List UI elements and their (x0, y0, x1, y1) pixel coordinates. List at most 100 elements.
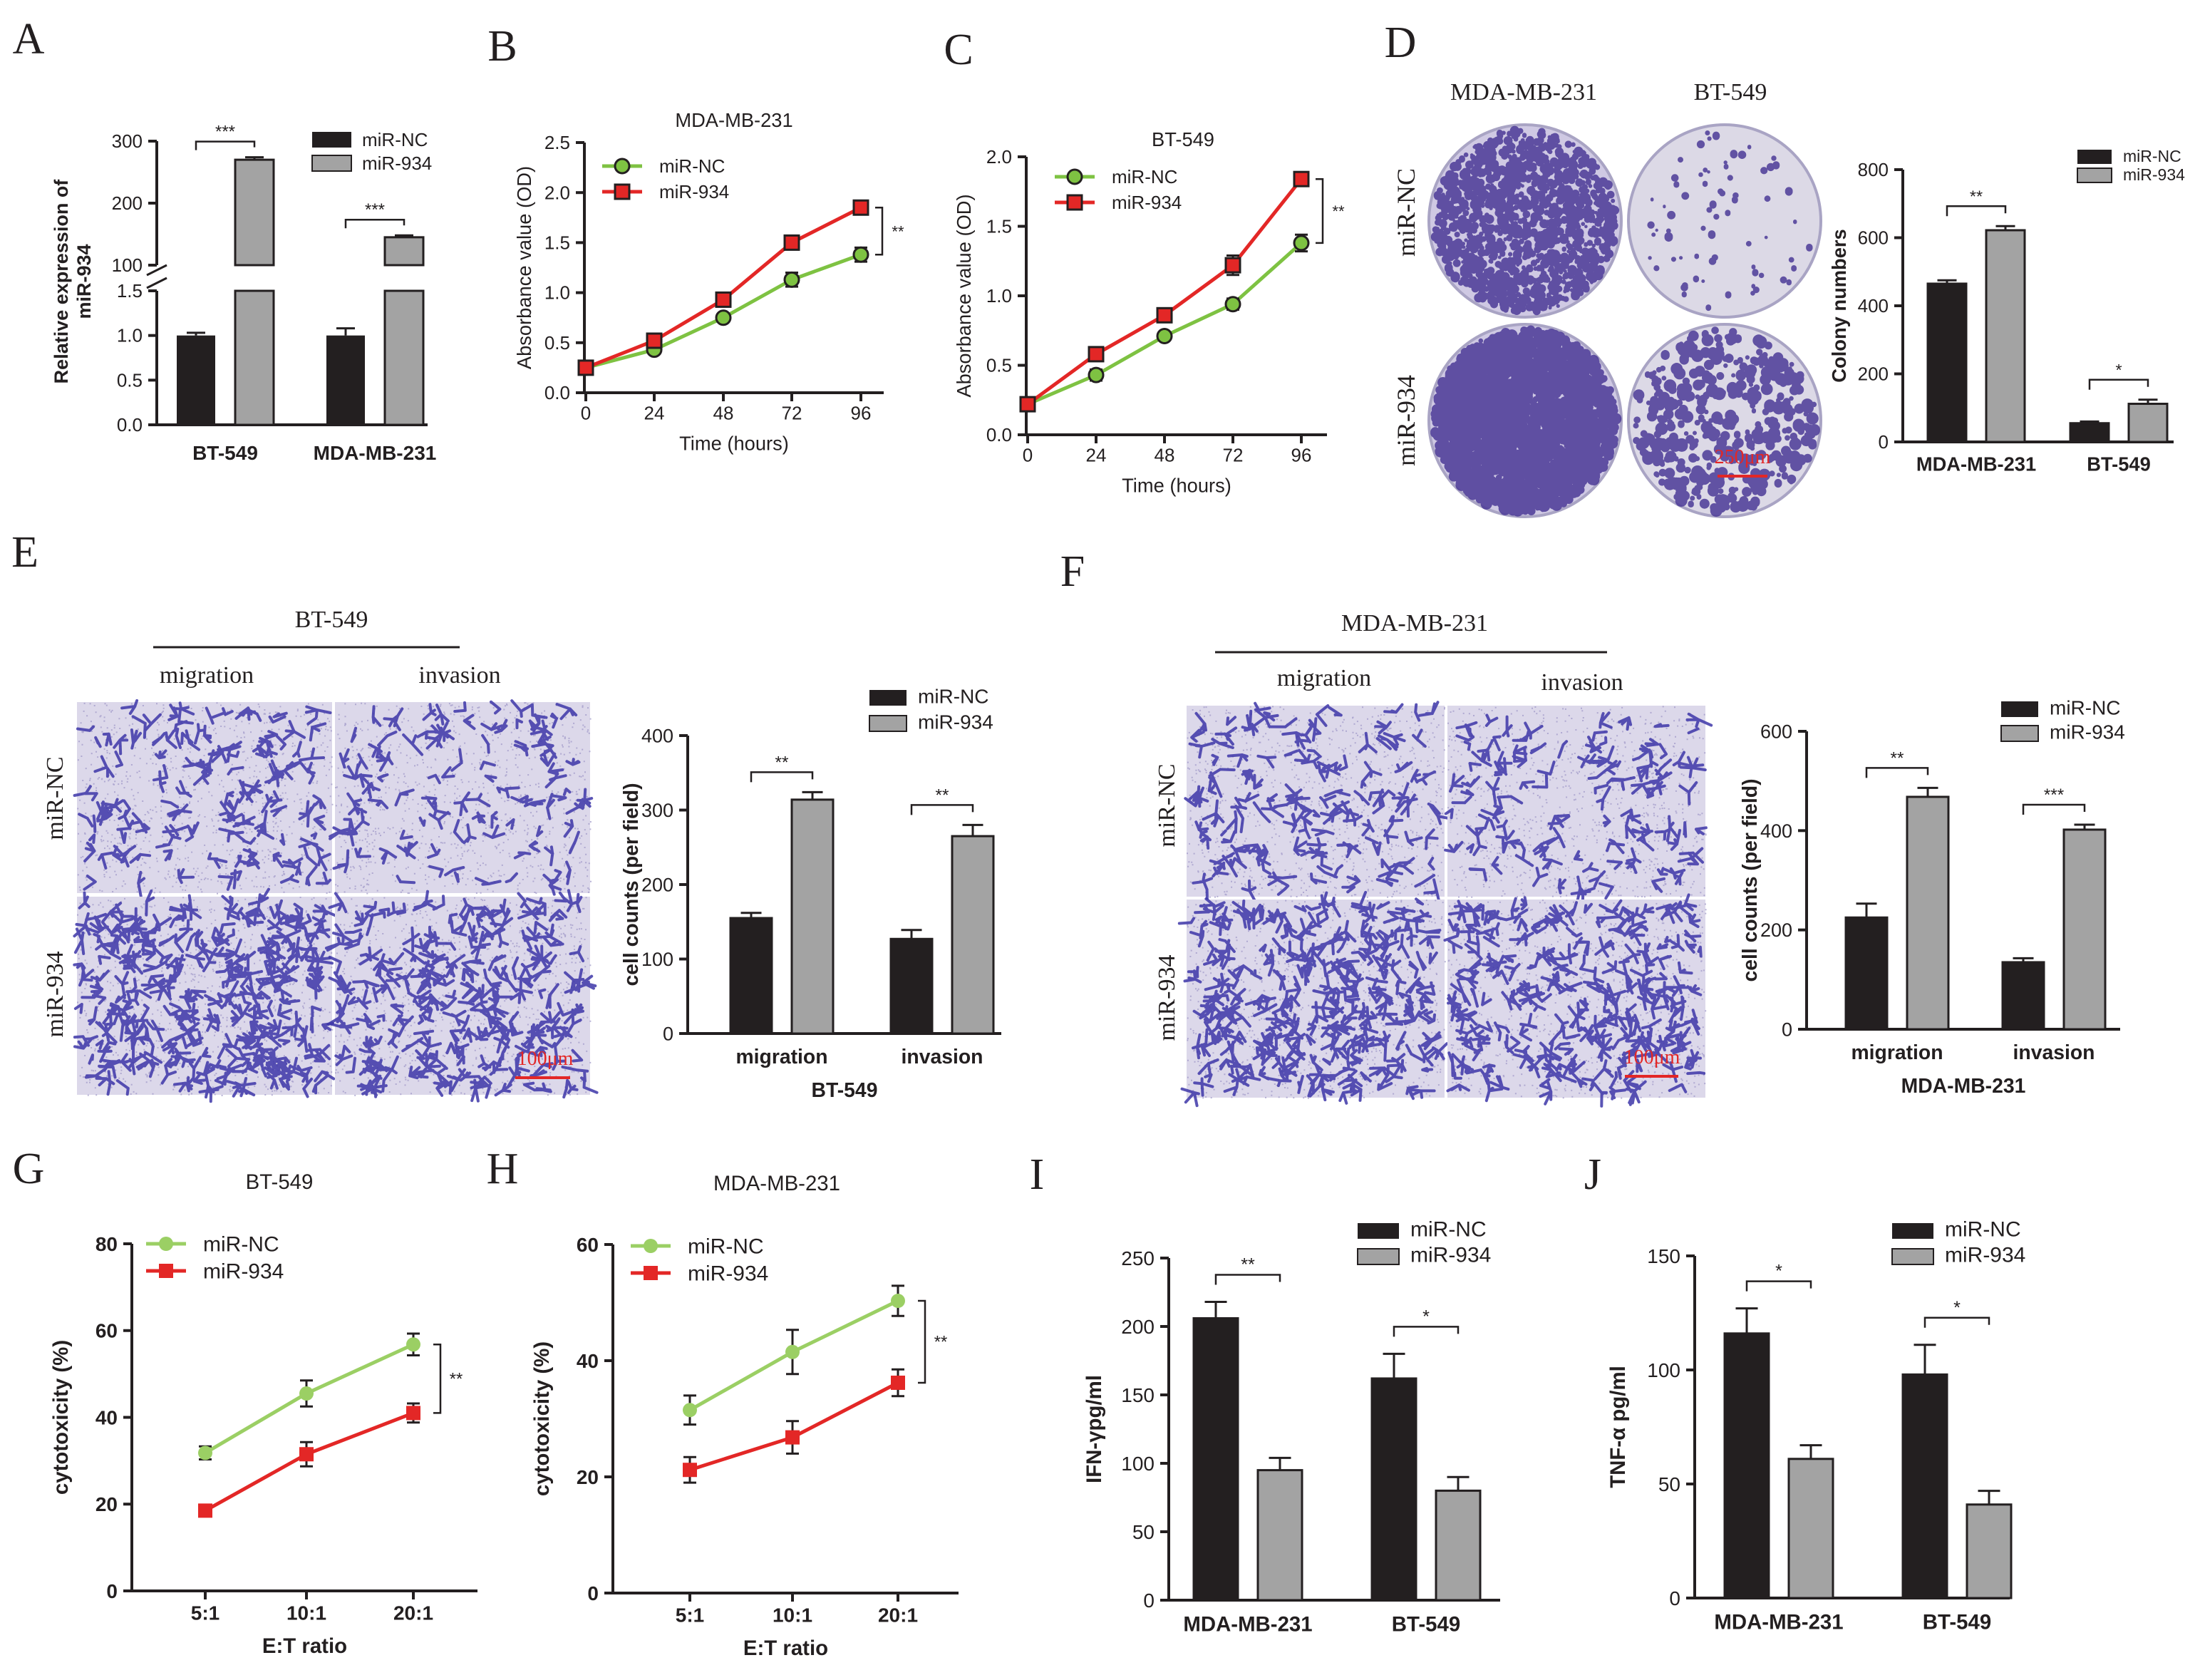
panel-label-i: I (1030, 1150, 1045, 1199)
significance-mark: ** (1970, 187, 1983, 205)
y-tick-label: 200 (641, 874, 673, 895)
significance-mark: *** (365, 200, 385, 220)
y-tick-label: 0.0 (986, 424, 1012, 445)
y-tick-label: 300 (641, 800, 673, 821)
x-tick-label: 5:1 (191, 1602, 220, 1624)
data-point (406, 1406, 420, 1421)
y-tick-label: 0.5 (117, 369, 143, 391)
bar-mir-934-0 (790, 798, 835, 1035)
legend-marker (1066, 168, 1083, 185)
significance-mark: ** (1241, 1254, 1255, 1274)
x-tick-label: 24 (1086, 445, 1107, 466)
y-tick-label: 200 (1858, 364, 1889, 385)
y-tick-label: 1.5 (544, 232, 570, 254)
row-label-nc: miR-NC (42, 756, 68, 840)
significance-bracket (2022, 803, 2086, 815)
legend-marker (159, 1237, 173, 1251)
significance-mark: * (1775, 1262, 1782, 1282)
significance-mark: ** (1332, 202, 1345, 220)
y-tick-label: 0.5 (986, 355, 1012, 376)
legend-marker (644, 1266, 658, 1280)
y-axis-title: cell counts (per field) (620, 783, 643, 986)
scale-label: 250μm (1715, 446, 1771, 468)
column-label-invasion: invasion (1541, 669, 1623, 696)
transwell-photo-grid-e: BT-549 migration invasion miR-NC miR-934 100μ… (42, 607, 599, 1103)
row-label-934: miR-934 (42, 952, 68, 1038)
chart-e: 0 100 200 300 400 ** migration ** invasion cell c… (620, 686, 1001, 1102)
x-tick-label: 96 (851, 403, 872, 424)
legend-swatch-934 (1891, 1248, 1934, 1265)
panel-label-g: G (13, 1145, 45, 1193)
legend-label: miR-934 (659, 181, 729, 202)
bar-mir-934-1 (2062, 828, 2107, 1031)
data-point (198, 1445, 212, 1460)
x-tick-label: 5:1 (676, 1604, 704, 1627)
data-point (1156, 306, 1173, 324)
y-tick-label: 0 (663, 1023, 673, 1044)
bar-mir-934-lower-1 (383, 289, 425, 426)
bar-mir-nc-0 (729, 917, 773, 1035)
data-point (406, 1337, 420, 1352)
stained-cells (1443, 893, 1706, 1108)
data-point (1019, 396, 1036, 413)
x-tick-label: 48 (1155, 445, 1175, 466)
photo-title: MDA-MB-231 (1341, 610, 1488, 637)
panel-label-d: D (1385, 19, 1417, 67)
y-axis-title-line2: miR-934 (73, 244, 95, 319)
significance-mark: ** (892, 222, 904, 240)
stained-cells (1177, 890, 1449, 1108)
photo-e-nc-invasion (329, 699, 594, 896)
significance-bracket (1214, 1274, 1281, 1285)
bar-mir-nc-1 (1370, 1377, 1417, 1602)
photo-background (335, 702, 590, 893)
significance-bracket (750, 771, 814, 783)
y-tick-label: 400 (1760, 820, 1792, 842)
colony-dots (1430, 125, 1620, 316)
significance-mark: ** (934, 1333, 948, 1352)
chart-title: BT-549 (246, 1170, 314, 1194)
chart-c: 0.0 0.5 1.0 1.5 2.0 0 24 48 72 96 ** BT-549 Absorban… (953, 128, 1345, 497)
bar-mir-934-lower-0 (234, 289, 275, 426)
x-tick-label: 0 (1023, 445, 1033, 466)
significance-mark: * (2115, 361, 2122, 379)
chart-a: 0.0 0.5 1.0 1.5 100 200 300 *** BT-549 *** MDA-MB-… (51, 123, 436, 464)
x-tick-label: 10:1 (286, 1602, 326, 1624)
x-axis-title: MDA-MB-231 (1901, 1075, 2026, 1098)
y-axis-title: TNF-α pg/ml (1606, 1366, 1630, 1488)
legend-label-nc: miR-NC (2050, 697, 2121, 719)
panel-label-c: C (944, 26, 973, 74)
y-tick-label: 150 (1647, 1245, 1680, 1267)
y-axis-title: Relative expression of (51, 179, 72, 384)
y-tick-label: 50 (1132, 1521, 1155, 1543)
y-tick-label: 0 (1782, 1019, 1792, 1040)
y-tick-label: 2.5 (544, 132, 570, 153)
legend-label: miR-NC (1112, 166, 1177, 187)
legend-label: miR-NC (688, 1235, 764, 1259)
legend-marker (1066, 194, 1083, 211)
significance-bracket (910, 804, 974, 815)
legend-swatch-nc (869, 690, 907, 706)
axis-break-mark (146, 264, 167, 277)
stained-cells (73, 887, 340, 1103)
legend-label-934: miR-934 (2050, 721, 2125, 743)
bar-mir-nc-0 (1844, 916, 1889, 1031)
bar-mir-934-upper-1 (383, 236, 425, 267)
data-point (198, 1503, 212, 1518)
legend-label: miR-934 (203, 1260, 284, 1284)
y-tick-label: 600 (1858, 227, 1889, 249)
data-point (1293, 235, 1310, 252)
legend-label-nc: miR-NC (362, 129, 428, 150)
y-tick-label: 0 (106, 1580, 118, 1602)
y-tick-label: 400 (1858, 295, 1889, 316)
y-tick-label: 1.5 (117, 280, 143, 302)
bar-mir-934-upper-0 (234, 158, 275, 267)
data-point (1224, 257, 1241, 274)
y-tick-label: 200 (1121, 1316, 1155, 1338)
y-tick-label: 0 (1143, 1589, 1155, 1612)
bar-mir-934-0 (1985, 229, 2026, 443)
chart-i: 0 50 100 150 200 250 ** MDA-MB-231 * BT-549 IFN-γp… (1083, 1218, 1500, 1636)
legend-label-nc: miR-NC (1410, 1218, 1487, 1242)
y-tick-label: 100 (1121, 1453, 1155, 1475)
y-tick-label: 1.0 (544, 282, 570, 304)
x-tick-label: 48 (713, 403, 734, 424)
